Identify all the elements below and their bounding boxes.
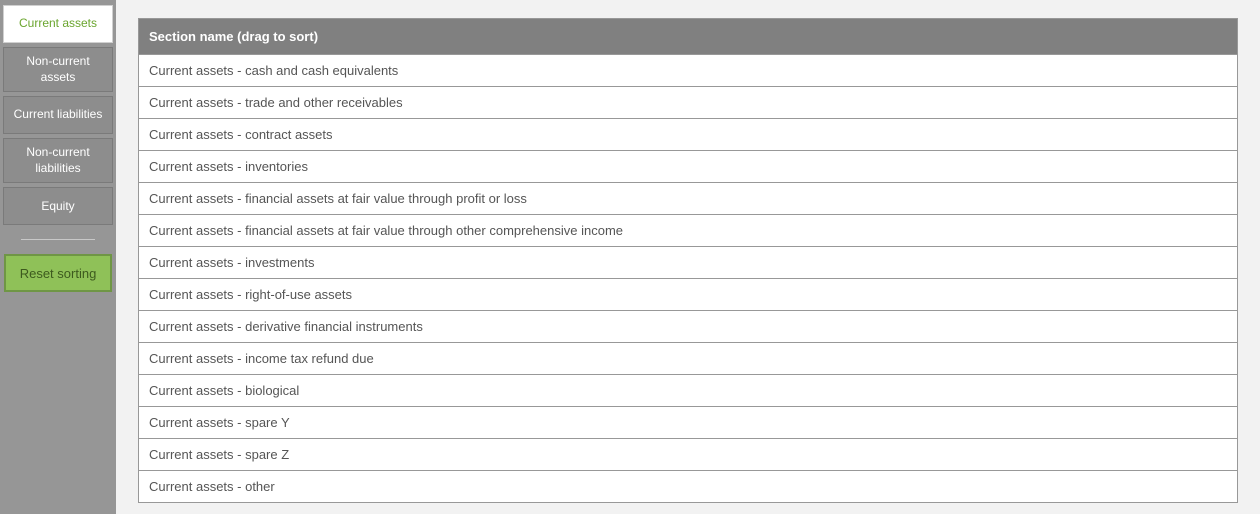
content-area: Section name (drag to sort) Current asse… bbox=[116, 0, 1260, 514]
table-row[interactable]: Current assets - right-of-use assets bbox=[139, 279, 1237, 311]
tab-equity[interactable]: Equity bbox=[3, 187, 113, 225]
table-row[interactable]: Current assets - financial assets at fai… bbox=[139, 215, 1237, 247]
table-row[interactable]: Current assets - biological bbox=[139, 375, 1237, 407]
table-row[interactable]: Current assets - other bbox=[139, 471, 1237, 502]
tab-non-current-liabilities[interactable]: Non-current liabilities bbox=[3, 138, 113, 183]
sections-panel: Section name (drag to sort) Current asse… bbox=[138, 18, 1238, 503]
sidebar: Current assets Non-current assets Curren… bbox=[0, 0, 116, 514]
table-row[interactable]: Current assets - cash and cash equivalen… bbox=[139, 55, 1237, 87]
table-row[interactable]: Current assets - investments bbox=[139, 247, 1237, 279]
table-row[interactable]: Current assets - derivative financial in… bbox=[139, 311, 1237, 343]
table-row[interactable]: Current assets - financial assets at fai… bbox=[139, 183, 1237, 215]
tab-current-assets[interactable]: Current assets bbox=[3, 5, 113, 43]
table-row[interactable]: Current assets - spare Y bbox=[139, 407, 1237, 439]
table-header: Section name (drag to sort) bbox=[139, 19, 1237, 55]
tab-non-current-assets[interactable]: Non-current assets bbox=[3, 47, 113, 92]
table-row[interactable]: Current assets - inventories bbox=[139, 151, 1237, 183]
sidebar-divider bbox=[21, 239, 95, 240]
tab-current-liabilities[interactable]: Current liabilities bbox=[3, 96, 113, 134]
table-row[interactable]: Current assets - spare Z bbox=[139, 439, 1237, 471]
reset-sorting-button[interactable]: Reset sorting bbox=[4, 254, 112, 292]
table-row[interactable]: Current assets - income tax refund due bbox=[139, 343, 1237, 375]
table-row[interactable]: Current assets - trade and other receiva… bbox=[139, 87, 1237, 119]
table-row[interactable]: Current assets - contract assets bbox=[139, 119, 1237, 151]
